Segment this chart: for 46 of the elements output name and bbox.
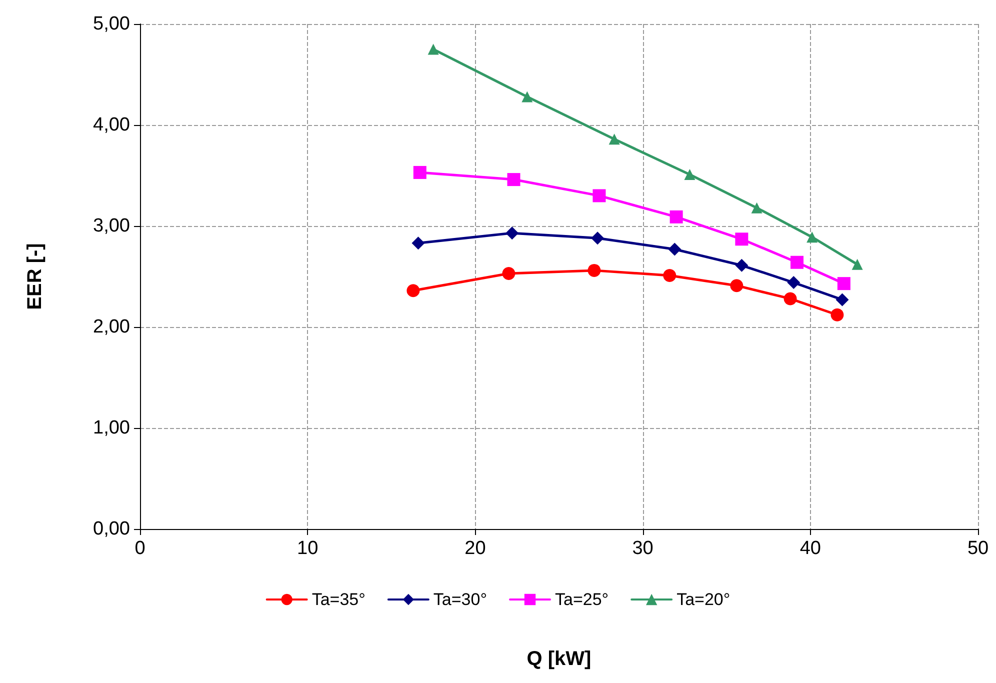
point: [506, 226, 519, 240]
point: [663, 268, 676, 282]
point: [522, 91, 533, 102]
point: [730, 279, 744, 292]
point: [406, 284, 420, 298]
point: [670, 210, 683, 224]
x-tick-label: 0: [134, 538, 146, 559]
point: [784, 292, 797, 306]
y-tick-label: 5,00: [93, 14, 130, 34]
point: [787, 276, 800, 290]
point: [684, 168, 696, 180]
point: [837, 277, 850, 290]
x-axis-title: Q [kW]: [526, 648, 592, 670]
point: [428, 44, 439, 55]
point: [412, 236, 425, 250]
point: [502, 266, 516, 280]
point: [735, 258, 748, 272]
x-tick-label: 40: [800, 538, 821, 559]
point: [588, 264, 601, 277]
y-axis-title: EER [-]: [24, 243, 46, 310]
legend-label: Ta=20°: [676, 590, 730, 609]
point: [790, 256, 804, 269]
legend-label: Ta=30°: [433, 590, 488, 609]
x-tick-label: 50: [967, 538, 989, 559]
point: [735, 232, 748, 246]
point: [507, 173, 520, 186]
point: [592, 189, 606, 202]
y-tick-label: 2,00: [93, 316, 130, 338]
y-tick-label: 0,00: [93, 518, 130, 540]
point: [830, 308, 844, 322]
point: [806, 232, 818, 243]
y-tick-label: 4,00: [93, 114, 130, 136]
point: [413, 166, 426, 179]
x-tick-label: 20: [464, 538, 486, 559]
x-tick-label: 30: [632, 538, 654, 559]
point: [836, 293, 849, 306]
point: [591, 232, 604, 245]
point: [608, 134, 620, 145]
y-tick-label: 1,00: [93, 418, 130, 438]
point: [668, 242, 682, 256]
legend-label: Ta=35°: [312, 590, 366, 609]
point: [751, 202, 762, 214]
y-tick-label: 3,00: [93, 216, 130, 236]
legend-label: Ta=25°: [555, 590, 609, 609]
point: [852, 258, 863, 270]
x-tick-label: 10: [297, 538, 318, 559]
